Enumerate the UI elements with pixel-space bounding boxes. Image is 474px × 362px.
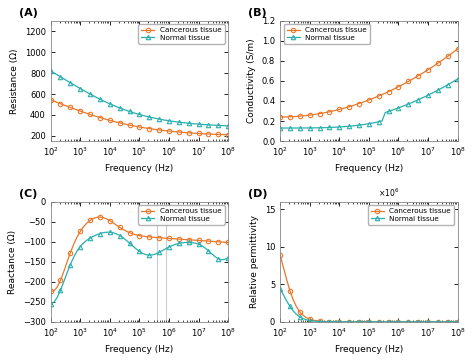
- Y-axis label: Resistance (Ω): Resistance (Ω): [10, 48, 19, 114]
- Line: Normal tissue: Normal tissue: [48, 230, 230, 306]
- Cancerous tissue: [117, 225, 123, 230]
- Cancerous tissue: [81, 225, 86, 229]
- Cancerous tissue: [455, 320, 460, 324]
- Cancerous tissue: [48, 98, 54, 102]
- Normal tissue: [117, 233, 123, 238]
- Cancerous tissue: [222, 132, 228, 137]
- Normal tissue: [48, 69, 54, 73]
- Legend: Cancerous tissue, Normal tissue: Cancerous tissue, Normal tissue: [368, 205, 454, 225]
- Normal tissue: [455, 320, 460, 324]
- Normal tissue: [222, 123, 228, 128]
- Cancerous tissue: [114, 120, 119, 124]
- Normal tissue: [91, 94, 96, 98]
- Cancerous tissue: [225, 132, 231, 137]
- Normal tissue: [310, 126, 316, 130]
- Text: (C): (C): [18, 189, 37, 199]
- Normal tissue: [310, 319, 316, 323]
- Cancerous tissue: [320, 111, 326, 115]
- Normal tissue: [222, 257, 228, 261]
- Cancerous tissue: [455, 47, 460, 51]
- Line: Cancerous tissue: Cancerous tissue: [278, 253, 460, 324]
- Normal tissue: [81, 241, 86, 245]
- Line: Cancerous tissue: Cancerous tissue: [48, 215, 230, 294]
- Normal tissue: [452, 79, 457, 83]
- Normal tissue: [297, 315, 302, 319]
- Normal tissue: [225, 124, 231, 128]
- Text: (D): (D): [248, 189, 267, 199]
- Normal tissue: [206, 123, 211, 127]
- Cancerous tissue: [435, 61, 441, 66]
- Cancerous tissue: [320, 319, 326, 324]
- Y-axis label: Reactance (Ω): Reactance (Ω): [9, 230, 18, 294]
- Cancerous tissue: [222, 240, 228, 244]
- Text: (A): (A): [18, 8, 37, 18]
- Cancerous tissue: [310, 318, 316, 322]
- Cancerous tissue: [435, 320, 441, 324]
- X-axis label: Frequency (Hz): Frequency (Hz): [335, 345, 403, 354]
- Line: Normal tissue: Normal tissue: [278, 286, 460, 324]
- Cancerous tissue: [452, 320, 457, 324]
- Normal tissue: [91, 234, 96, 239]
- Legend: Cancerous tissue, Normal tissue: Cancerous tissue, Normal tissue: [283, 25, 370, 44]
- Normal tissue: [225, 256, 231, 260]
- Normal tissue: [277, 126, 283, 130]
- Text: (B): (B): [248, 8, 267, 18]
- Normal tissue: [277, 286, 283, 291]
- Normal tissue: [343, 124, 349, 129]
- Y-axis label: Conductivity (S/m): Conductivity (S/m): [247, 39, 256, 123]
- X-axis label: Frequency (Hz): Frequency (Hz): [335, 164, 403, 173]
- Cancerous tissue: [67, 251, 73, 255]
- Line: Normal tissue: Normal tissue: [278, 77, 460, 130]
- Normal tissue: [435, 88, 441, 92]
- Cancerous tissue: [225, 240, 231, 245]
- Normal tissue: [435, 320, 441, 324]
- Cancerous tissue: [297, 114, 302, 118]
- X-axis label: Frequency (Hz): Frequency (Hz): [105, 345, 173, 354]
- Cancerous tissue: [48, 289, 54, 294]
- Line: Cancerous tissue: Cancerous tissue: [278, 47, 460, 119]
- X-axis label: Frequency (Hz): Frequency (Hz): [105, 164, 173, 173]
- Cancerous tissue: [277, 115, 283, 119]
- Cancerous tissue: [452, 49, 457, 54]
- Normal tissue: [343, 320, 349, 324]
- Normal tissue: [297, 126, 302, 130]
- Normal tissue: [81, 88, 86, 93]
- Normal tissue: [320, 126, 326, 130]
- Cancerous tissue: [297, 310, 302, 314]
- Normal tissue: [114, 105, 119, 109]
- Normal tissue: [209, 252, 215, 256]
- Cancerous tissue: [343, 105, 349, 110]
- Cancerous tissue: [343, 320, 349, 324]
- Cancerous tissue: [91, 113, 96, 118]
- Normal tissue: [455, 77, 460, 81]
- Cancerous tissue: [81, 110, 86, 114]
- Normal tissue: [104, 230, 109, 234]
- Cancerous tissue: [209, 239, 215, 244]
- Cancerous tissue: [67, 105, 73, 110]
- Normal tissue: [320, 319, 326, 324]
- Cancerous tissue: [310, 113, 316, 117]
- Cancerous tissue: [206, 132, 211, 136]
- Line: Normal tissue: Normal tissue: [48, 69, 230, 128]
- Cancerous tissue: [277, 253, 283, 257]
- Normal tissue: [67, 81, 73, 85]
- Y-axis label: Relative permittivity: Relative permittivity: [250, 215, 259, 308]
- Normal tissue: [67, 262, 73, 267]
- Cancerous tissue: [97, 215, 103, 219]
- Cancerous tissue: [91, 216, 96, 221]
- Normal tissue: [452, 320, 457, 324]
- Legend: Cancerous tissue, Normal tissue: Cancerous tissue, Normal tissue: [138, 205, 225, 225]
- Normal tissue: [48, 302, 54, 306]
- Legend: Cancerous tissue, Normal tissue: Cancerous tissue, Normal tissue: [138, 25, 225, 44]
- Line: Cancerous tissue: Cancerous tissue: [48, 98, 230, 137]
- Text: $\times10^{6}$: $\times10^{6}$: [378, 187, 399, 199]
